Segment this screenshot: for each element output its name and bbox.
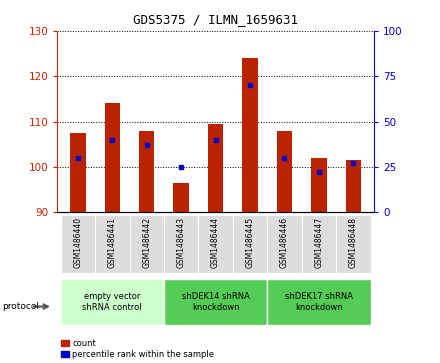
FancyBboxPatch shape (302, 215, 336, 273)
Bar (277, 131, 292, 212)
Bar (139, 131, 154, 212)
FancyBboxPatch shape (267, 215, 302, 273)
FancyBboxPatch shape (336, 215, 370, 273)
Bar (173, 183, 189, 212)
Legend: count, percentile rank within the sample: count, percentile rank within the sample (61, 339, 214, 359)
Text: protocol: protocol (2, 302, 39, 311)
FancyBboxPatch shape (164, 215, 198, 273)
Text: GSM1486447: GSM1486447 (315, 217, 323, 269)
Text: GSM1486440: GSM1486440 (73, 217, 82, 269)
Text: GSM1486442: GSM1486442 (142, 217, 151, 268)
Text: GSM1486448: GSM1486448 (349, 217, 358, 268)
FancyBboxPatch shape (61, 279, 164, 325)
Text: GDS5375 / ILMN_1659631: GDS5375 / ILMN_1659631 (133, 13, 298, 26)
FancyBboxPatch shape (164, 279, 267, 325)
Bar (242, 58, 258, 212)
Bar (208, 124, 224, 212)
Text: GSM1486443: GSM1486443 (177, 217, 186, 269)
Text: empty vector
shRNA control: empty vector shRNA control (82, 293, 142, 312)
FancyBboxPatch shape (95, 215, 129, 273)
Bar (70, 133, 86, 212)
Text: GSM1486446: GSM1486446 (280, 217, 289, 269)
FancyBboxPatch shape (233, 215, 267, 273)
Bar (345, 160, 361, 212)
FancyBboxPatch shape (267, 279, 370, 325)
Text: shDEK17 shRNA
knockdown: shDEK17 shRNA knockdown (285, 293, 353, 312)
Text: shDEK14 shRNA
knockdown: shDEK14 shRNA knockdown (182, 293, 249, 312)
FancyBboxPatch shape (61, 215, 95, 273)
Text: GSM1486445: GSM1486445 (246, 217, 254, 269)
FancyBboxPatch shape (129, 215, 164, 273)
FancyBboxPatch shape (198, 215, 233, 273)
Bar (311, 158, 326, 212)
Bar (105, 103, 120, 212)
Text: GSM1486441: GSM1486441 (108, 217, 117, 268)
Text: GSM1486444: GSM1486444 (211, 217, 220, 269)
